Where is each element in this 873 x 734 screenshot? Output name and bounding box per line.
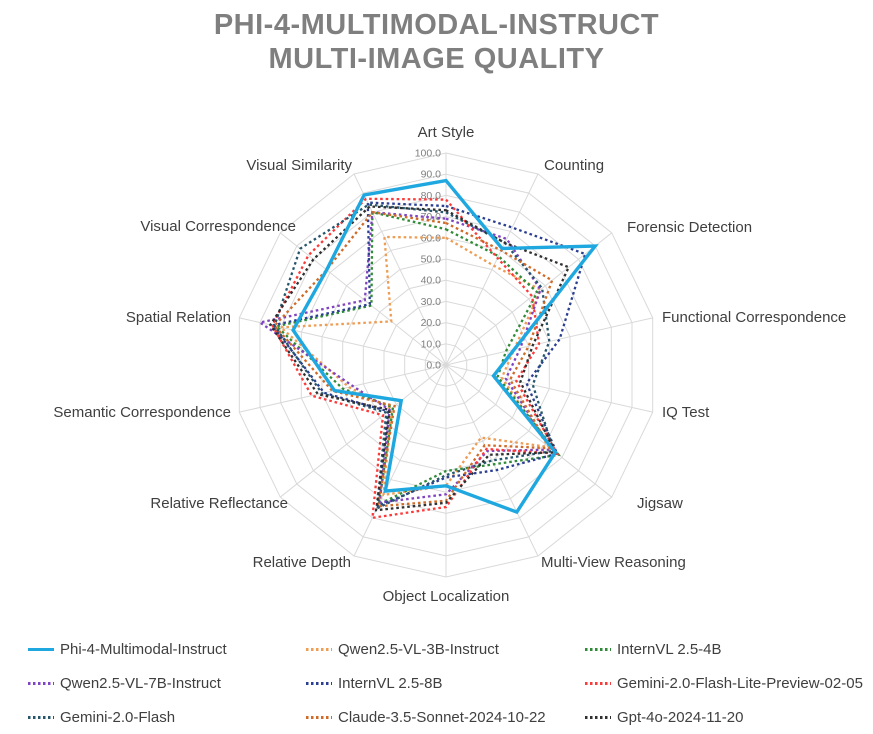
radar-gridline bbox=[300, 216, 592, 514]
radar-gridline bbox=[238, 152, 654, 578]
radar-gridline bbox=[404, 322, 488, 408]
legend-label: Phi-4-Multimodal-Instruct bbox=[60, 640, 227, 658]
legend-label: Qwen2.5-VL-7B-Instruct bbox=[60, 674, 221, 692]
axis-label-functional-correspondence: Functional Correspondence bbox=[662, 309, 846, 326]
radar-gridline bbox=[259, 173, 633, 557]
legend-item-gemini-2-0-flash-lite-preview-02-05: Gemini-2.0-Flash-Lite-Preview-02-05 bbox=[585, 675, 863, 692]
axis-label-semantic-correspondence: Semantic Correspondence bbox=[53, 404, 231, 421]
axis-label-iq-test: IQ Test bbox=[662, 404, 710, 421]
legend-swatch-dotted bbox=[306, 647, 332, 651]
legend-item-qwen2-5-vl-7b-instruct: Qwen2.5-VL-7B-Instruct bbox=[28, 675, 306, 692]
legend-swatch-dotted bbox=[585, 715, 611, 719]
axis-label-forensic-detection: Forensic Detection bbox=[627, 219, 752, 236]
axis-label-relative-reflectance: Relative Reflectance bbox=[150, 495, 288, 512]
r-axis-tick-label: 30.0 bbox=[421, 296, 442, 308]
legend-label: Gemini-2.0-Flash-Lite-Preview-02-05 bbox=[617, 674, 863, 692]
series-line-internvl-2-5-4b bbox=[274, 210, 561, 507]
axis-label-art-style: Art Style bbox=[418, 124, 475, 141]
series-line-gemini-2-0-flash-lite-preview-02-05 bbox=[271, 197, 560, 520]
series-line-internvl-2-5-8b bbox=[270, 201, 587, 509]
series-line-claude-3-5-sonnet-2024-10-22 bbox=[272, 210, 554, 508]
legend-label: InternVL 2.5-4B bbox=[617, 640, 722, 658]
legend-item-qwen2-5-vl-3b-instruct: Qwen2.5-VL-3B-Instruct bbox=[306, 641, 585, 658]
r-axis-tick-label: 40.0 bbox=[421, 275, 442, 287]
series-line-phi-4-multimodal-instruct bbox=[291, 178, 599, 515]
legend-swatch-dotted bbox=[306, 681, 332, 685]
radar-gridline bbox=[362, 279, 530, 451]
r-axis-tick-label: 0.0 bbox=[426, 360, 441, 372]
axis-label-relative-depth: Relative Depth bbox=[253, 554, 351, 571]
radar-gridline bbox=[321, 237, 571, 493]
axis-label-counting: Counting bbox=[544, 157, 604, 174]
legend-item-gpt-4o-2024-11-20: Gpt-4o-2024-11-20 bbox=[585, 709, 743, 726]
legend-row: Gemini-2.0-Flash Claude-3.5-Sonnet-2024-1… bbox=[0, 700, 873, 734]
r-axis-tick-label: 50.0 bbox=[421, 254, 442, 266]
legend-item-internvl-2-5-4b: InternVL 2.5-4B bbox=[585, 641, 722, 658]
r-axis-tick-label: 60.0 bbox=[421, 232, 442, 244]
r-axis-tick-label: 100.0 bbox=[415, 148, 441, 160]
axis-label-object-localization: Object Localization bbox=[383, 588, 510, 605]
legend-label: InternVL 2.5-8B bbox=[338, 674, 443, 692]
series-line-gemini-2-0-flash bbox=[273, 203, 556, 511]
r-axis-tick-label: 70.0 bbox=[421, 211, 442, 223]
legend-item-phi-4-multimodal-instruct: Phi-4-Multimodal-Instruct bbox=[28, 641, 306, 658]
axis-label-visual-correspondence: Visual Correspondence bbox=[140, 218, 296, 235]
series-line-qwen2-5-vl-3b-instruct bbox=[277, 235, 552, 497]
axis-label-spatial-relation: Spatial Relation bbox=[126, 309, 231, 326]
axis-label-jigsaw: Jigsaw bbox=[637, 495, 683, 512]
legend-swatch-dotted bbox=[585, 681, 611, 685]
legend-label: Gpt-4o-2024-11-20 bbox=[617, 708, 744, 726]
axis-label-visual-similarity: Visual Similarity bbox=[246, 157, 352, 174]
legend-swatch-solid bbox=[28, 647, 54, 651]
radar-gridline bbox=[424, 343, 468, 387]
legend-item-claude-3-5-sonnet-2024-10-22: Claude-3.5-Sonnet-2024-10-22 bbox=[306, 709, 585, 726]
r-axis-tick-label: 10.0 bbox=[421, 338, 442, 350]
chart-title-line2: MULTI-IMAGE QUALITY bbox=[268, 43, 605, 75]
series-line-qwen2-5-vl-7b-instruct bbox=[257, 210, 555, 504]
legend-row: Phi-4-Multimodal-Instruct Qwen2.5-VL-3B-I… bbox=[0, 632, 873, 666]
chart-legend: Phi-4-Multimodal-Instruct Qwen2.5-VL-3B-I… bbox=[0, 632, 873, 734]
legend-swatch-dotted bbox=[585, 647, 611, 651]
legend-swatch-dotted bbox=[28, 681, 54, 685]
legend-swatch-dotted bbox=[28, 715, 54, 719]
legend-swatch-dotted bbox=[306, 715, 332, 719]
chart-title: PHI-4-MULTIMODAL-INSTRUCT MULTI-IMAGE QU… bbox=[0, 8, 873, 76]
legend-label: Gemini-2.0-Flash bbox=[60, 708, 176, 726]
series-line-gpt-4o-2024-11-20 bbox=[268, 205, 571, 512]
legend-label: Qwen2.5-VL-3B-Instruct bbox=[338, 640, 499, 658]
legend-item-gemini-2-0-flash: Gemini-2.0-Flash bbox=[28, 709, 306, 726]
legend-label: Claude-3.5-Sonnet-2024-10-22 bbox=[338, 708, 546, 726]
r-axis-tick-label: 20.0 bbox=[421, 317, 442, 329]
radar-gridline bbox=[383, 300, 509, 430]
legend-row: Qwen2.5-VL-7B-Instruct InternVL 2.5-8B Gem… bbox=[0, 666, 873, 700]
r-axis-tick-label: 90.0 bbox=[421, 169, 442, 181]
radar-gridline bbox=[280, 194, 612, 536]
chart-title-line1: PHI-4-MULTIMODAL-INSTRUCT bbox=[213, 9, 660, 41]
axis-label-multi-view-reasoning: Multi-View Reasoning bbox=[541, 554, 686, 571]
legend-item-internvl-2-5-8b: InternVL 2.5-8B bbox=[306, 675, 585, 692]
